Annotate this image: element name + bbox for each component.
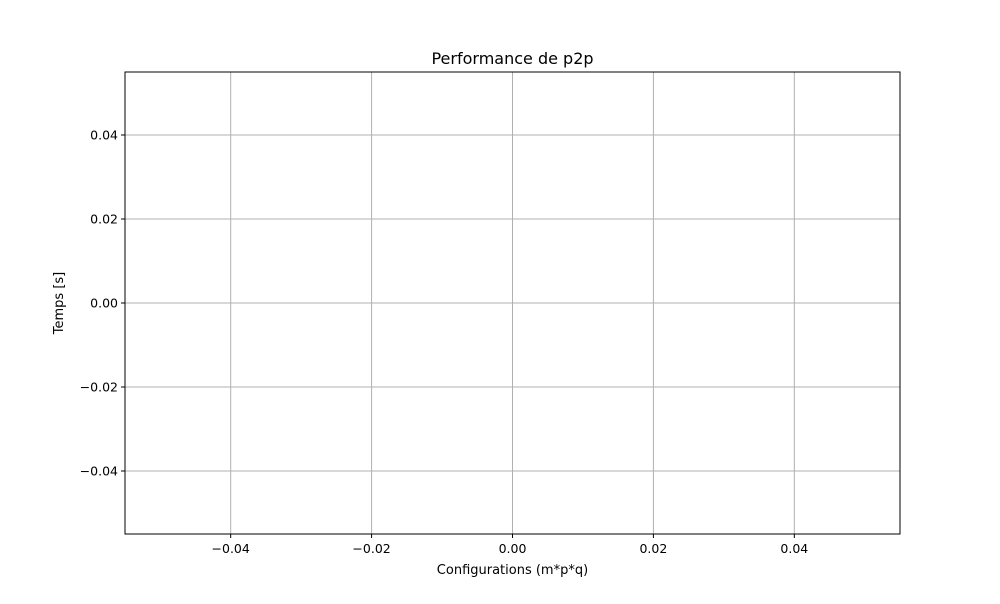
chart-title: Performance de p2p [431, 49, 593, 68]
x-tick-label: 0.04 [780, 541, 808, 556]
x-tick-label: 0.00 [499, 541, 527, 556]
y-tick-label: 0.00 [90, 296, 118, 311]
y-tick-label: −0.04 [80, 464, 118, 479]
y-tick-label: 0.04 [90, 128, 118, 143]
y-tick-label: 0.02 [90, 212, 118, 227]
y-tick-label: −0.02 [80, 380, 118, 395]
x-axis-ticks: −0.04 −0.02 0.00 0.02 0.04 [212, 534, 808, 556]
y-axis-ticks: −0.04 −0.02 0.00 0.02 0.04 [80, 128, 125, 479]
x-tick-label: −0.02 [352, 541, 390, 556]
x-axis-label: Configurations (m*p*q) [437, 563, 588, 578]
grid-layer [125, 72, 900, 534]
y-axis-label: Temps [s] [52, 272, 67, 335]
x-tick-label: −0.04 [212, 541, 250, 556]
x-tick-label: 0.02 [639, 541, 667, 556]
